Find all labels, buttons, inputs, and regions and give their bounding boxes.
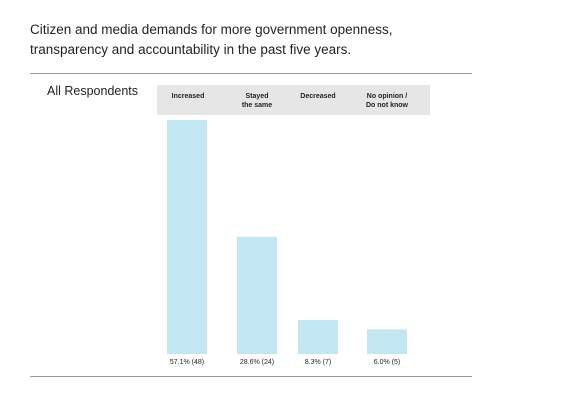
category-header-stayed-the-same: Stayed the same [241, 93, 273, 109]
chart-title: Citizen and media demands for more gover… [30, 20, 470, 60]
value-label-increased: 57.1% (48) [170, 359, 204, 366]
bottom-divider [30, 376, 472, 377]
category-header-decreased: Decreased [300, 93, 336, 100]
category-header-no-opinion: No opinion / Do not know [366, 93, 408, 109]
chart-title-line-2: transparency and accountability in the p… [30, 42, 352, 57]
bar-stayed-the-same [237, 236, 277, 354]
bar-increased [167, 120, 207, 354]
value-label-decreased: 8.3% (7) [305, 359, 331, 366]
value-label-no-opinion: 6.0% (5) [374, 359, 400, 366]
category-header-band [157, 85, 430, 115]
chart-title-line-1: Citizen and media demands for more gover… [30, 22, 393, 37]
value-label-stayed-the-same: 28.6% (24) [240, 359, 274, 366]
bar-no-opinion [367, 329, 407, 354]
category-header-increased: Increased [171, 93, 205, 100]
respondent-group-label: All Respondents [47, 84, 139, 98]
top-divider [30, 73, 472, 74]
bar-decreased [298, 319, 338, 354]
